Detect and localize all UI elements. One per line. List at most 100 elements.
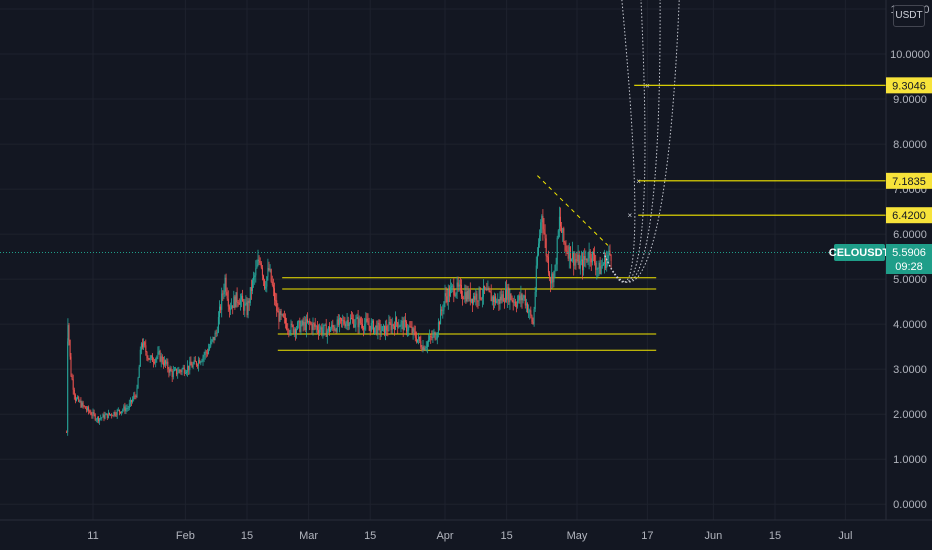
candle-body [139,349,141,367]
candle-body [556,237,558,265]
candle-body [606,258,608,269]
candle-body [225,277,227,293]
candle-body [166,361,168,364]
price-tick-label: 10.0000 [890,49,930,61]
candle-body [534,291,536,309]
candle-body [347,320,349,327]
candle-body [67,325,69,342]
candle-body [147,357,149,359]
candle-body [331,324,333,329]
candle-body [433,332,435,335]
candle-body [334,329,336,331]
candle-body [500,296,502,301]
candle-body [260,262,262,268]
candle-body [257,259,259,266]
candle-body [187,365,189,372]
candle-body [552,273,554,283]
candle-body [72,379,74,390]
candle-body [146,352,148,358]
candle-body [290,323,292,333]
candle-body [256,265,258,269]
candle-body [170,368,172,372]
candle-body [215,332,217,334]
candle-body [159,351,161,362]
candle-body [364,324,366,330]
candle-body [478,287,480,301]
candle-body [150,355,152,358]
price-tick-label: 9.0000 [893,94,927,106]
candle-body [308,320,310,323]
candle-body [239,299,241,305]
candle-body [316,326,318,331]
candle-body [238,302,240,305]
candle-body [419,336,421,342]
candle-body [508,287,510,303]
candle-body [349,318,351,324]
candle-body [95,419,97,421]
candle-body [169,368,171,373]
candle-body [586,258,588,262]
candle-body [464,292,466,299]
candle-body [485,288,487,290]
candle-body [351,318,352,320]
candle-body [591,251,593,263]
candle-body [536,255,538,266]
candle-body [212,336,214,340]
candle-body [89,411,91,413]
candle-body [484,285,486,290]
candle-body [282,314,284,317]
candle-body [382,325,384,327]
candle-body [410,326,412,328]
candle-body [315,326,317,328]
candle-body [194,360,196,362]
candle-body [587,261,589,262]
candle-body [375,325,377,328]
countdown-timer: 09:28 [895,261,923,273]
candle-body [307,319,308,323]
candle-body [399,326,401,327]
candle-body [610,254,612,261]
candle-body [589,250,591,259]
candle-body [590,258,592,263]
time-tick-label: 17 [641,530,653,542]
candle-body [558,216,560,231]
candle-body [451,285,453,288]
candle-body [538,243,539,256]
candle-body [123,406,125,410]
currency-button[interactable]: USDT [893,5,925,27]
candle-body [281,314,283,316]
level-badges: 9.3046 7.1835 6.4200 [886,77,932,224]
candle-body [272,284,274,289]
candle-body [563,228,565,243]
candle-body [480,298,482,300]
candle-body [388,321,390,331]
candle-body [473,296,475,304]
candle-body [393,325,395,330]
candle-body [413,328,415,332]
time-axis[interactable]: 11 Feb 15 Mar 15 Apr 15 May 17 Jun 15 Jul [87,530,852,542]
candle-body [82,402,84,406]
candle-body [234,296,236,308]
candle-body [523,295,525,298]
candle-body [567,251,569,259]
candle-body [267,268,269,277]
candle-body [353,319,355,328]
candle-body [396,317,398,323]
candle-body [403,319,405,331]
candle-body [598,262,600,269]
candle-body [442,310,444,312]
candle-body [453,285,455,296]
candle-body [594,254,596,263]
candle-body [296,329,297,334]
candle-body [209,346,211,350]
time-tick-label: Jul [838,530,852,542]
candle-body [142,343,143,348]
candle-body [151,355,153,362]
candle-body [479,287,481,299]
candle-body [513,301,515,303]
candle-body [126,408,128,409]
candle-body [342,320,344,321]
candle-body [486,288,488,291]
candle-body [521,294,523,301]
